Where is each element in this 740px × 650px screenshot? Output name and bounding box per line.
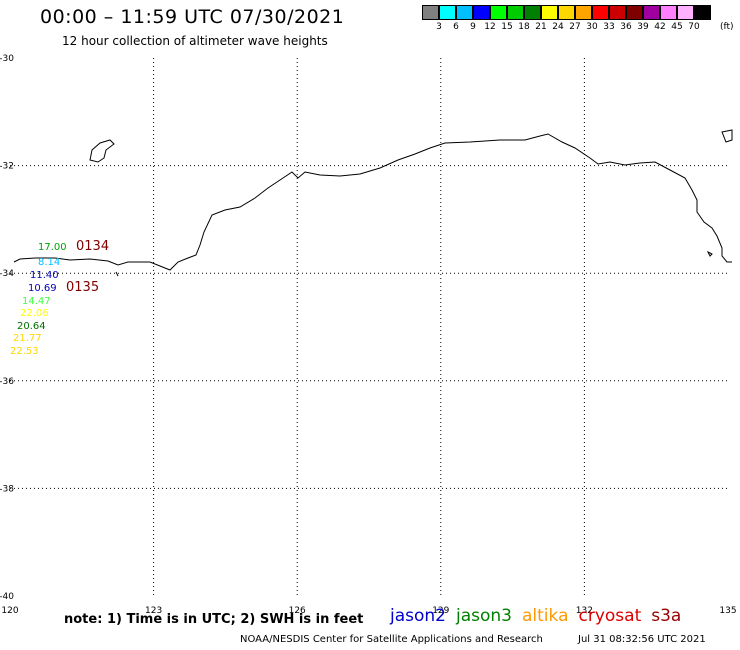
color-scale-label: 36 (620, 22, 632, 32)
axis-labels: 120 123 126 129 132 135 -30 -32 -34 -36 -38 -40 (0, 54, 737, 616)
color-scale-label: 6 (453, 22, 459, 32)
wave-height-value: 17.00 (38, 242, 67, 253)
wave-height-value: 14.47 (22, 296, 51, 307)
color-scale-swatch (558, 5, 575, 20)
mission-name: altika (522, 606, 569, 626)
color-scale-swatch (524, 5, 541, 20)
color-scale-label: 15 (501, 22, 513, 32)
lon-tick-label: 132 (576, 606, 593, 616)
pass-time-label: 0134 (76, 239, 109, 254)
mission-name: cryosat (578, 606, 642, 626)
color-scale-label: 27 (569, 22, 581, 32)
lon-tick-label: 123 (145, 606, 162, 616)
color-scale-swatch (626, 5, 643, 20)
color-scale-label: 3 (436, 22, 442, 32)
color-scale-swatch (660, 5, 677, 20)
coastline (13, 129, 733, 277)
color-scale-swatch (456, 5, 473, 20)
color-scale-swatch (490, 5, 507, 20)
color-scale-swatch (677, 5, 694, 20)
lat-tick-label: -34 (0, 269, 14, 279)
color-scale-swatch (694, 5, 711, 20)
color-scale-label: 39 (637, 22, 649, 32)
lon-tick-label: 135 (719, 606, 736, 616)
color-scale-label: 9 (470, 22, 476, 32)
color-scale-label: 21 (535, 22, 547, 32)
lat-tick-label: -32 (0, 162, 14, 172)
lat-tick-label: -36 (0, 377, 14, 387)
lon-tick-label: 126 (289, 606, 306, 616)
wave-height-value: 8.14 (38, 257, 60, 268)
map-grid (10, 58, 728, 596)
recherche-islands (89, 139, 115, 163)
color-scale-swatch (422, 5, 439, 20)
color-scale-label: 70 (688, 22, 700, 32)
credit-line: NOAA/NESDIS Center for Satellite Applica… (240, 634, 543, 645)
color-scale-label: 24 (552, 22, 564, 32)
lat-tick-label: -38 (0, 484, 14, 494)
color-scale-unit: (ft) (720, 22, 734, 32)
color-scale-swatch (473, 5, 490, 20)
map-subtitle: 12 hour collection of altimeter wave hei… (62, 34, 328, 48)
wave-height-value: 21.77 (13, 333, 42, 344)
coast-islet-south (115, 271, 119, 277)
wave-height-value: 22.06 (20, 308, 49, 319)
mission-name: s3a (651, 606, 682, 626)
credit-timestamp: Jul 31 08:32:56 UTC 2021 (578, 634, 706, 645)
lat-tick-label: -40 (0, 592, 14, 602)
color-scale-label: 45 (671, 22, 683, 32)
lat-tick-label: -30 (0, 54, 14, 64)
color-scale-label: 18 (518, 22, 530, 32)
color-scale-swatch (575, 5, 592, 20)
color-scale-swatch (592, 5, 609, 20)
color-scale-labels: 3 6 9 12 15 18 21 24 27 30 33 36 39 42 45 70 (422, 22, 740, 34)
footer-note: note: 1) Time is in UTC; 2) SWH is in fe… (64, 612, 364, 627)
color-scale-label: 12 (484, 22, 496, 32)
color-scale-label: 42 (654, 22, 666, 32)
color-scale-swatch (507, 5, 524, 20)
lon-tick-label: 129 (432, 606, 449, 616)
wave-height-value: 20.64 (17, 321, 46, 332)
pass-time-label: 0135 (66, 280, 99, 295)
color-scale-label: 33 (603, 22, 615, 32)
map-title: 00:00 – 11:59 UTC 07/30/2021 (40, 6, 345, 28)
color-scale-swatch (643, 5, 660, 20)
color-scale-swatch (541, 5, 558, 20)
color-scale-legend (422, 5, 711, 20)
color-scale-swatch (439, 5, 456, 20)
wave-height-value: 22.53 (10, 346, 39, 357)
color-scale-swatch (609, 5, 626, 20)
mission-name: jason2 (390, 606, 446, 626)
mission-name: jason3 (456, 606, 512, 626)
wave-height-value: 10.69 (28, 283, 57, 294)
islet-east (721, 129, 733, 143)
australia-south-coast (13, 133, 732, 271)
color-scale-label: 30 (586, 22, 598, 32)
lon-tick-label: 120 (1, 606, 18, 616)
mission-legend: jason2 jason3 altika cryosat s3a (390, 606, 691, 626)
wave-height-value: 11.40 (30, 270, 59, 281)
kangaroo-island-fragment (706, 250, 713, 257)
